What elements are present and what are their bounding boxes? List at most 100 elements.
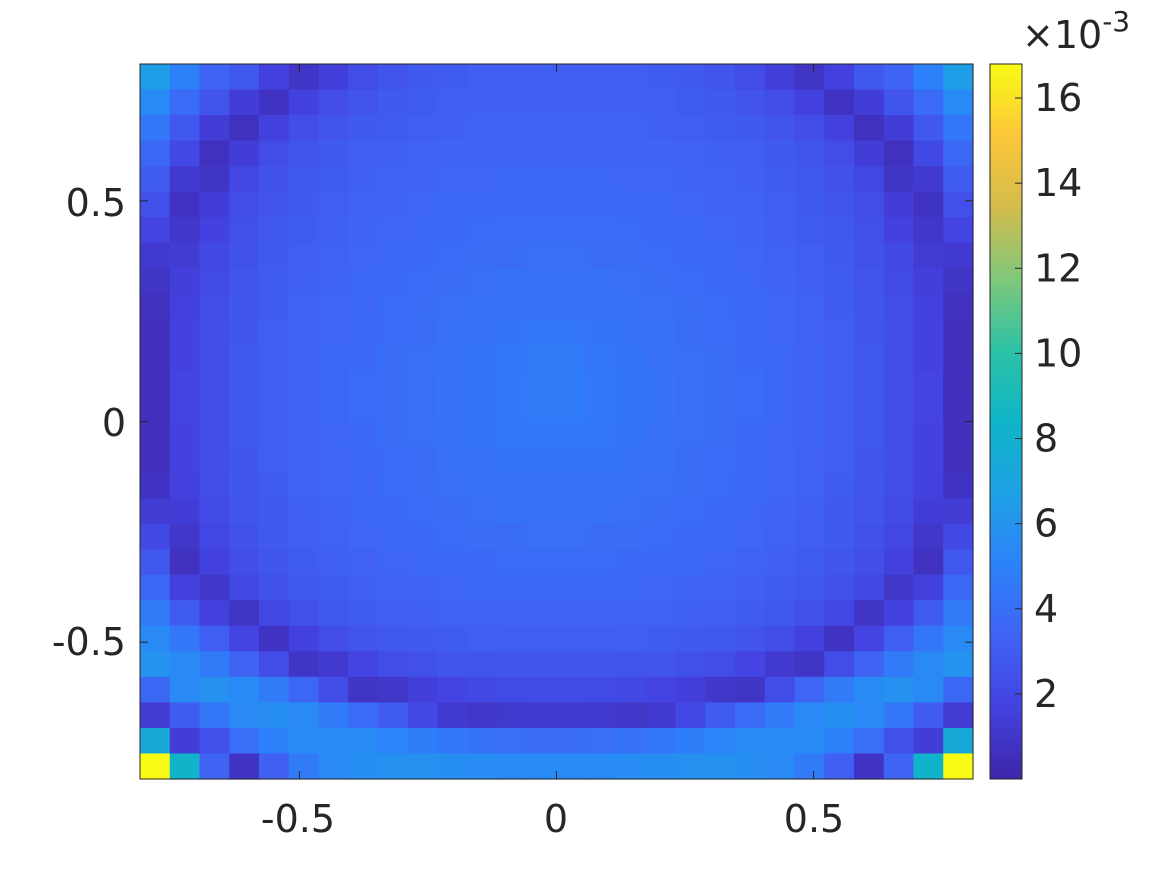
heatmap-cell (824, 625, 855, 652)
heatmap-cell (348, 370, 379, 397)
heatmap-cell (586, 498, 617, 525)
heatmap-cell (348, 472, 379, 499)
heatmap-cell (854, 498, 885, 525)
heatmap-cell (645, 574, 677, 601)
heatmap-cell (556, 651, 587, 678)
heatmap-cell (288, 217, 320, 244)
heatmap-cell (645, 166, 677, 193)
heatmap-cell (526, 498, 558, 525)
heatmap-cell (556, 268, 587, 295)
heatmap-cell (883, 395, 915, 423)
colorbar-tick-label: 2 (1034, 672, 1058, 716)
heatmap-cell (288, 370, 320, 397)
heatmap-cell (556, 64, 587, 91)
heatmap-cell (556, 115, 587, 142)
heatmap-cell (467, 115, 498, 142)
heatmap-cell (497, 64, 528, 91)
heatmap-cell (140, 242, 171, 269)
heatmap-cell (764, 217, 796, 244)
heatmap-cell (586, 574, 617, 601)
heatmap-cell (883, 64, 915, 91)
heatmap-cell (348, 217, 379, 244)
heatmap-cell (497, 370, 528, 397)
heatmap-cell (764, 498, 796, 525)
heatmap-cell (913, 166, 944, 193)
heatmap-cell (735, 293, 766, 320)
heatmap-cell (883, 600, 915, 627)
heatmap-cell (526, 753, 558, 780)
heatmap-cell (735, 549, 766, 576)
heatmap-cell (437, 600, 468, 627)
heatmap-cell (705, 242, 736, 269)
heatmap-cell (259, 64, 290, 91)
heatmap-cell (526, 268, 558, 295)
heatmap-cell (764, 344, 796, 372)
heatmap-cell (913, 702, 944, 729)
heatmap-cell (199, 191, 230, 218)
heatmap-cell (764, 702, 796, 729)
heatmap-cell (943, 217, 974, 244)
heatmap-cell (467, 395, 498, 423)
colorbar: 2 4 6 8 10 12 14 16 ×10-3 (989, 5, 1130, 780)
heatmap-cell (467, 140, 498, 167)
heatmap-cell (259, 140, 290, 167)
heatmap-cell (645, 498, 677, 525)
heatmap-cell (140, 89, 171, 116)
heatmap-cell (854, 242, 885, 269)
heatmap-cell (616, 191, 647, 218)
heatmap-cell (348, 676, 379, 703)
heatmap-cell (467, 293, 498, 320)
heatmap-cell (437, 523, 468, 550)
heatmap-cell (556, 140, 587, 167)
heatmap-cell (645, 191, 677, 218)
heatmap-cell (467, 625, 498, 652)
heatmap-cell (407, 472, 439, 499)
heatmap-cell (259, 370, 290, 397)
heatmap-cell (437, 344, 468, 372)
heatmap-cell (556, 549, 587, 576)
heatmap-cell (764, 574, 796, 601)
heatmap-cell (645, 676, 677, 703)
heatmap-cell (407, 64, 439, 91)
heatmap-cell (854, 574, 885, 601)
heatmap-cell (616, 319, 647, 346)
heatmap-cell (140, 64, 171, 91)
heatmap-cell (497, 115, 528, 142)
heatmap-cell (437, 64, 468, 91)
heatmap-cell (259, 242, 290, 269)
heatmap-cell (794, 651, 825, 678)
heatmap-cell (913, 651, 944, 678)
heatmap-cell (497, 140, 528, 167)
heatmap-cell (288, 344, 320, 372)
heatmap-cell (259, 472, 290, 499)
heatmap-cell (169, 549, 201, 576)
heatmap-cell (883, 727, 915, 755)
heatmap-cell (259, 651, 290, 678)
heatmap-cell (586, 702, 617, 729)
heatmap-cell (675, 242, 706, 269)
heatmap-cell (169, 293, 201, 320)
heatmap-cell (288, 447, 320, 474)
heatmap-cell (348, 702, 379, 729)
heatmap-cell (913, 676, 944, 703)
heatmap-cell (735, 217, 766, 244)
heatmap-cell (526, 370, 558, 397)
heatmap-cell (318, 319, 349, 346)
heatmap-cell (794, 549, 825, 576)
heatmap-cell (526, 89, 558, 116)
heatmap-cell (645, 268, 677, 295)
heatmap-cell (199, 574, 230, 601)
heatmap-cell (824, 319, 855, 346)
colorbar-exponent-power: -3 (1102, 5, 1130, 38)
heatmap-cell (705, 676, 736, 703)
heatmap-cell (437, 625, 468, 652)
heatmap-cell (675, 344, 706, 372)
heatmap-cell (824, 140, 855, 167)
heatmap-cell (943, 498, 974, 525)
heatmap-cell (318, 191, 349, 218)
heatmap-cell (705, 64, 736, 91)
heatmap-cell (259, 625, 290, 652)
heatmap-cell (586, 395, 617, 423)
heatmap-cell (616, 651, 647, 678)
heatmap-cell (348, 242, 379, 269)
